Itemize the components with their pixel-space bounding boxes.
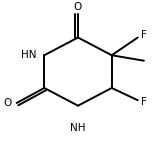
Text: F: F (141, 30, 147, 40)
Text: O: O (74, 2, 82, 12)
Text: HN: HN (21, 50, 37, 60)
Text: NH: NH (70, 123, 86, 133)
Text: F: F (141, 97, 147, 107)
Text: O: O (4, 98, 12, 108)
